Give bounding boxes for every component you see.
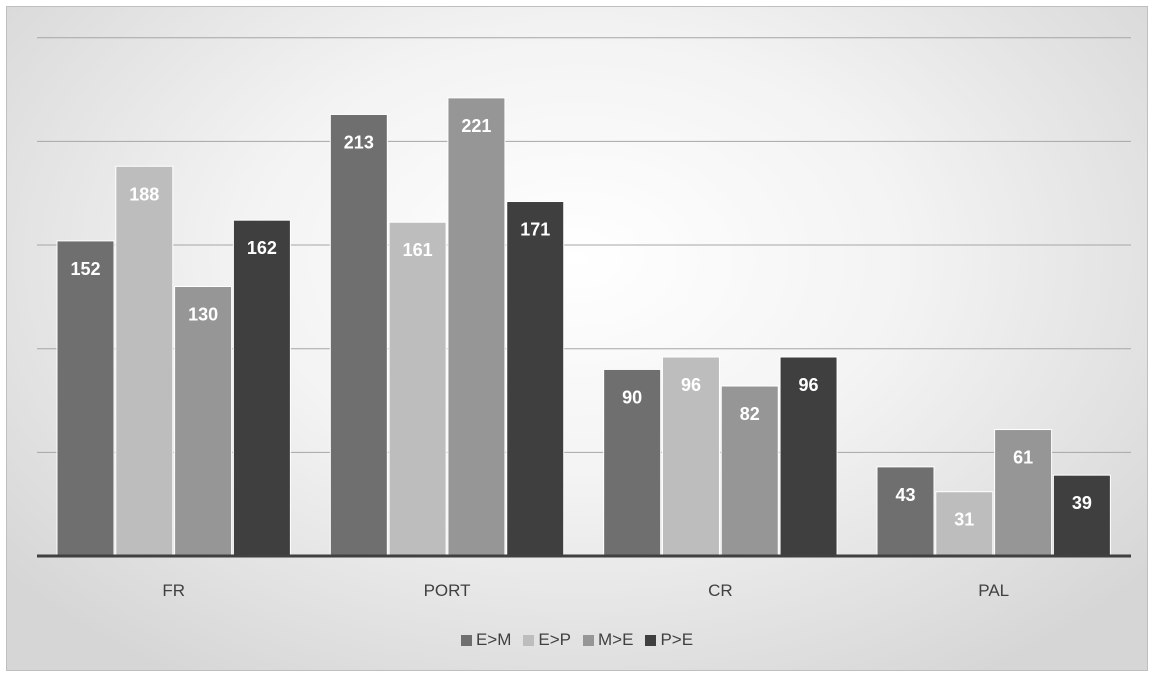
bar-cr-4 xyxy=(779,356,838,557)
bar-fr-1 xyxy=(56,240,115,557)
data-label: 152 xyxy=(70,259,100,279)
data-label: 39 xyxy=(1072,493,1092,513)
data-label: 61 xyxy=(1013,448,1033,468)
data-label: 31 xyxy=(954,510,974,530)
bar-pal-2 xyxy=(935,491,994,557)
x-tick-label: CR xyxy=(708,581,733,600)
data-label: 96 xyxy=(681,375,701,395)
bar-port-4 xyxy=(506,201,565,557)
bar-fr-3 xyxy=(174,286,233,557)
data-label: 96 xyxy=(799,375,819,395)
legend-swatch xyxy=(523,634,535,646)
data-label: 82 xyxy=(740,404,760,424)
legend-label: P>E xyxy=(660,630,694,649)
bar-port-1 xyxy=(329,113,388,557)
bars xyxy=(56,97,1111,557)
data-label: 162 xyxy=(247,238,277,258)
bar-cr-2 xyxy=(661,356,720,557)
bar-port-3 xyxy=(447,97,506,557)
bar-fr-2 xyxy=(115,165,174,557)
bar-pal-4 xyxy=(1052,474,1111,557)
legend-item: M>E xyxy=(583,630,633,650)
data-label: 213 xyxy=(344,132,374,152)
data-label: 171 xyxy=(520,220,550,240)
data-label: 90 xyxy=(622,387,642,407)
bar-pal-1 xyxy=(876,466,935,557)
data-label: 188 xyxy=(129,184,159,204)
bar-cr-3 xyxy=(720,385,779,557)
legend-item: E>M xyxy=(460,630,512,650)
legend-label: M>E xyxy=(598,630,634,649)
x-tick-label: PAL xyxy=(978,581,1009,600)
legend-swatch xyxy=(583,634,594,646)
bar-pal-3 xyxy=(994,429,1053,557)
legend-item: E>P xyxy=(523,630,571,650)
x-axis: FR PORT CR PAL xyxy=(37,554,1131,600)
data-label: 161 xyxy=(403,240,433,260)
legend-item: P>E xyxy=(645,630,693,650)
data-label: 130 xyxy=(188,305,218,325)
legend-swatch xyxy=(645,634,657,646)
data-label: 43 xyxy=(895,485,915,505)
bar-fr-4 xyxy=(232,219,291,557)
legend-swatch xyxy=(460,634,472,646)
data-labels: 152 188 130 162 213 161 221 171 90 96 82 96 43 31 61 39 xyxy=(70,116,1091,530)
bar-port-2 xyxy=(388,221,447,557)
data-label: 221 xyxy=(461,116,491,136)
x-tick-label: PORT xyxy=(424,581,471,600)
legend-label: E>M xyxy=(475,630,512,649)
legend: E>M E>P M>E P>E xyxy=(0,630,1154,650)
x-tick-label: FR xyxy=(162,581,185,600)
legend-label: E>P xyxy=(538,630,571,649)
